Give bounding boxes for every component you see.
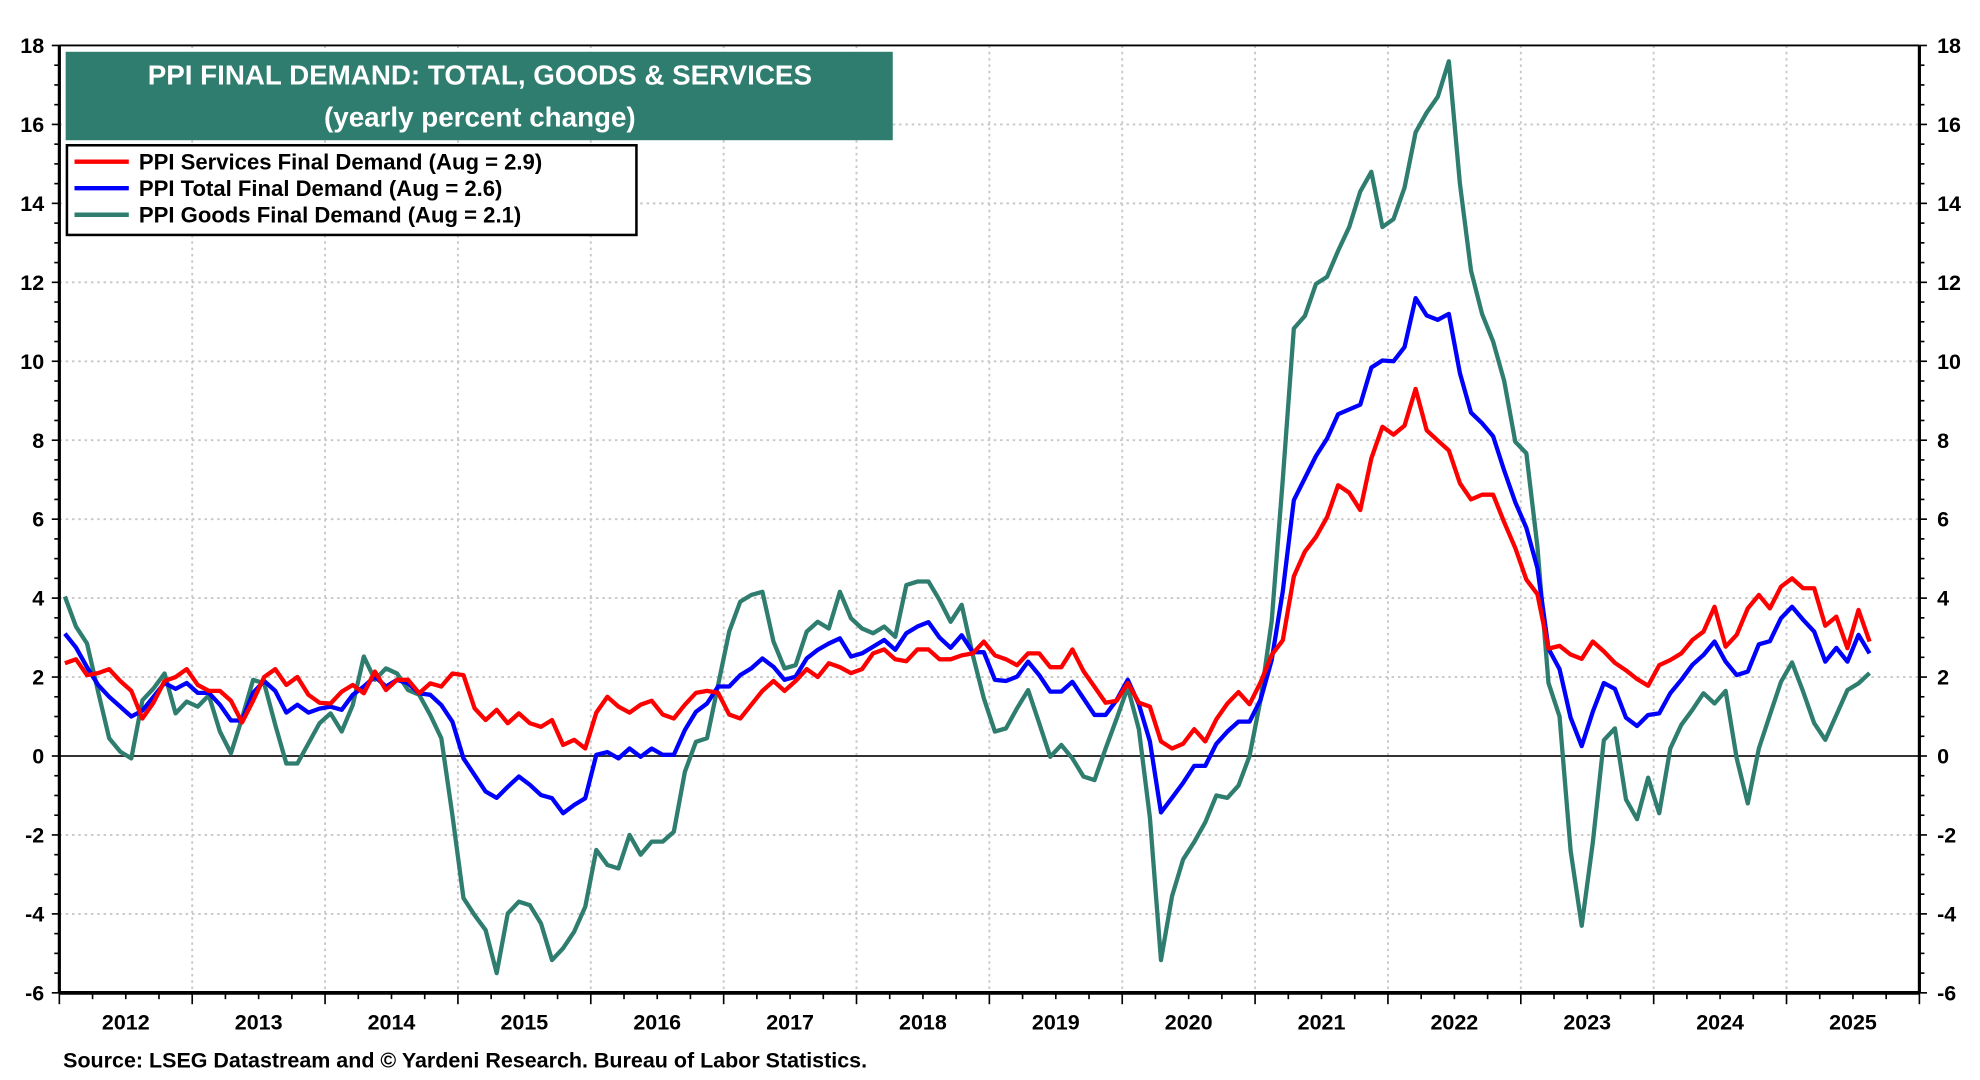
y-tick-label-right: -4 (1937, 902, 1956, 926)
x-tick-label: 2016 (633, 1010, 681, 1034)
series-lines (62, 59, 1872, 976)
x-tick-label: 2018 (899, 1010, 947, 1034)
legend-label-total: PPI Total Final Demand (Aug = 2.6) (139, 176, 503, 201)
chart-subtitle: (yearly percent change) (324, 101, 636, 132)
x-tick-label: 2019 (1032, 1010, 1080, 1034)
x-tick-label: 2017 (766, 1010, 814, 1034)
y-tick-label-left: 4 (32, 587, 44, 611)
x-tick-label: 2022 (1430, 1010, 1478, 1034)
y-tick-label-left: 2 (32, 666, 44, 690)
x-tick-label: 2012 (102, 1010, 150, 1034)
y-tick-label-right: 10 (1937, 350, 1961, 374)
y-tick-label-left: -4 (25, 902, 44, 926)
y-tick-label-right: 18 (1937, 34, 1961, 58)
title-background (65, 51, 893, 141)
y-tick-label-left: 0 (32, 745, 44, 769)
y-tick-label-right: 12 (1937, 271, 1961, 295)
legend-label-goods: PPI Goods Final Demand (Aug = 2.1) (139, 202, 521, 227)
tick-labels: -6 -6 -4 -4 -2 -2 0 0 2 2 4 4 6 6 8 8 10 10 12 12 14 14 16 16 18… (20, 34, 1961, 1034)
x-tick-label: 2025 (1829, 1010, 1877, 1034)
y-tick-label-right: 2 (1937, 666, 1949, 690)
source-note: Source: LSEG Datastream and © Yardeni Re… (63, 1048, 867, 1072)
axes (51, 44, 1927, 1005)
x-tick-label: 2024 (1696, 1010, 1744, 1034)
legend-label-services: PPI Services Final Demand (Aug = 2.9) (139, 149, 542, 174)
y-tick-label-left: -6 (25, 981, 44, 1005)
x-tick-label: 2023 (1563, 1010, 1611, 1034)
legend-box (65, 144, 638, 237)
y-tick-label-right: 16 (1937, 113, 1961, 137)
x-tick-label: 2014 (368, 1010, 416, 1034)
x-tick-label: 2021 (1298, 1010, 1346, 1034)
title-box: PPI FINAL DEMAND: TOTAL, GOODS & SERVICE… (65, 51, 893, 141)
y-tick-label-left: 6 (32, 508, 44, 532)
legend: PPI Services Final Demand (Aug = 2.9) PP… (65, 144, 638, 237)
y-tick-label-right: -6 (1937, 981, 1956, 1005)
y-tick-label-right: 14 (1937, 192, 1961, 216)
total-line (63, 295, 1872, 816)
chart-title: PPI FINAL DEMAND: TOTAL, GOODS & SERVICE… (148, 60, 812, 91)
y-tick-label-left: 14 (20, 192, 44, 216)
y-tick-label-left: -2 (25, 824, 44, 848)
x-tick-label: 2013 (235, 1010, 283, 1034)
x-tick-label: 2015 (500, 1010, 548, 1034)
y-tick-label-right: 0 (1937, 745, 1949, 769)
y-tick-label-right: 6 (1937, 508, 1949, 532)
y-tick-label-left: 16 (20, 113, 44, 137)
y-tick-label-left: 12 (20, 271, 44, 295)
y-tick-label-left: 10 (20, 350, 44, 374)
y-tick-label-left: 18 (20, 34, 44, 58)
y-tick-label-right: -2 (1937, 824, 1956, 848)
y-tick-label-right: 8 (1937, 429, 1949, 453)
y-tick-label-left: 8 (32, 429, 44, 453)
goods-line (62, 59, 1872, 976)
x-tick-label: 2020 (1165, 1010, 1213, 1034)
y-tick-label-right: 4 (1937, 587, 1949, 611)
services-line (64, 386, 1872, 751)
